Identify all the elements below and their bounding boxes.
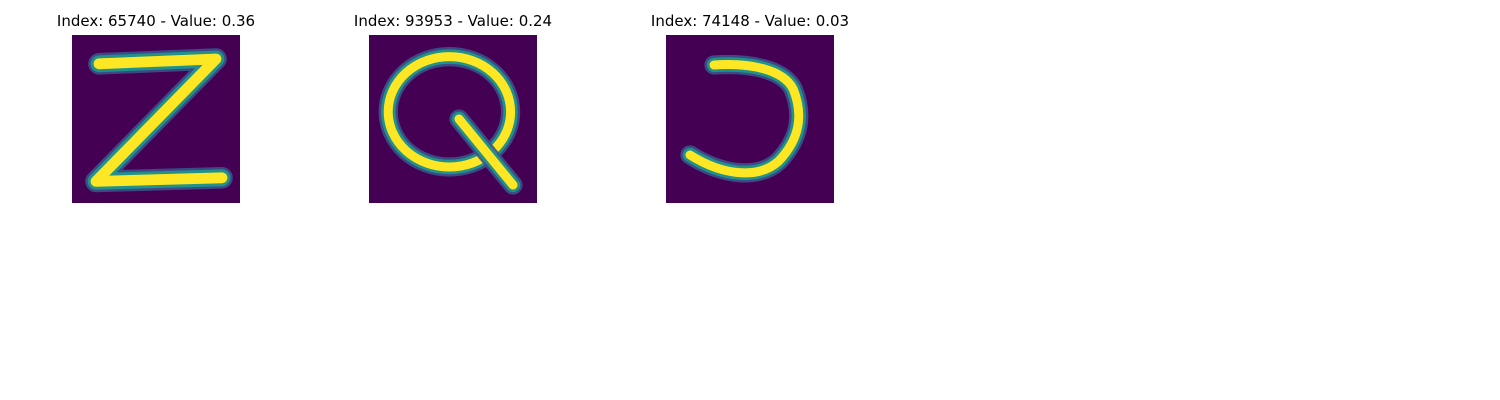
panel-title: Index: 65740 - Value: 0.36 — [56, 12, 256, 30]
glyph-z-image — [72, 35, 240, 203]
digit-image-thumbnail — [72, 35, 240, 203]
glyph-q-image — [369, 35, 537, 203]
digit-image-thumbnail — [666, 35, 834, 203]
empty-canvas-area — [0, 220, 1500, 400]
glyph-j-image — [666, 35, 834, 203]
panel-title: Index: 74148 - Value: 0.03 — [650, 12, 850, 30]
digit-image-thumbnail — [369, 35, 537, 203]
panel-title: Index: 93953 - Value: 0.24 — [353, 12, 553, 30]
